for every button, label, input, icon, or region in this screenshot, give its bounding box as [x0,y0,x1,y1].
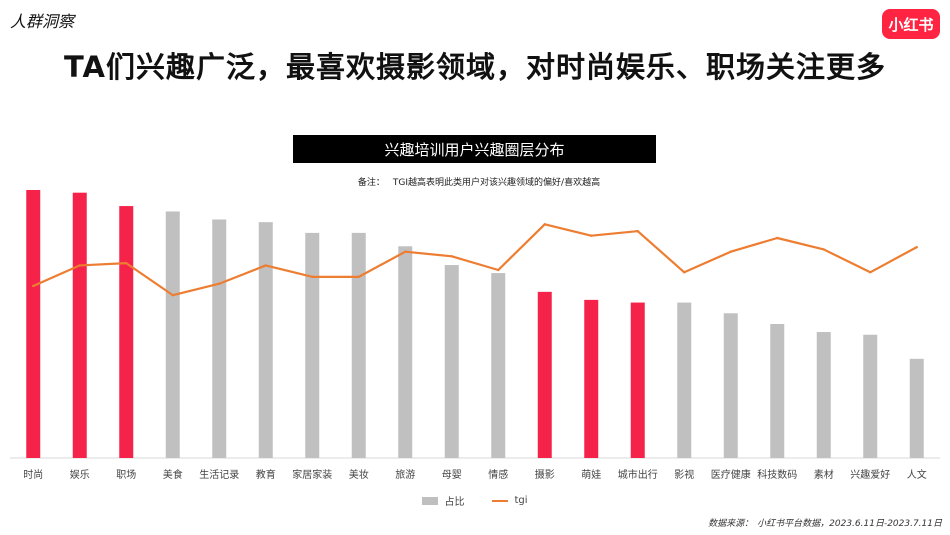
x-tick-label: 职场 [116,468,136,481]
brand-logo: 小红书 [882,9,940,39]
bar-1 [72,192,87,458]
x-tick-label: 人文 [907,468,927,481]
bar-17 [816,332,831,458]
bar-11 [537,291,552,458]
bar-3 [165,211,180,458]
section-tag: 人群洞察 [10,12,75,31]
chart-note-label: 备注： [357,178,385,188]
tgi-point-8 [404,250,407,253]
x-tick-label: 母婴 [442,469,462,481]
x-tick-label: 旅游 [395,468,415,481]
bar-2 [119,206,134,458]
tgi-point-11 [543,223,546,226]
tgi-point-14 [683,271,686,274]
legend-line-swatch [492,499,509,502]
x-tick-label: 情感 [488,468,508,481]
tgi-point-9 [450,255,453,258]
legend-item-tgi[interactable]: tgi [492,493,528,508]
tgi-point-4 [218,282,221,285]
x-tick-label: 时尚 [23,468,43,481]
tgi-point-6 [311,275,314,279]
x-tick-label: 医疗健康 [711,468,751,481]
chart-note: 备注： TGI越高表明此类用户对该兴趣领域的偏好/喜欢越高 [0,175,950,188]
page-headline: TA们兴趣广泛，最喜欢摄影领域，对时尚娱乐、职场关注更多 [64,50,886,84]
tgi-point-12 [590,234,593,237]
legend-item-share[interactable]: 占比 [422,493,464,508]
x-tick-label: 美妆 [349,468,369,481]
tgi-point-3 [171,293,174,297]
bar-6 [305,232,320,458]
tgi-point-15 [729,250,732,253]
x-tick-label: 生活记录 [199,468,239,481]
x-tick-label: 城市出行 [618,468,658,481]
bar-14 [677,302,692,458]
chart-legend: 占比 tgi [0,493,950,508]
x-tick-label: 科技数码 [757,468,797,481]
bar-15 [723,313,738,458]
tgi-line [32,223,918,297]
x-tick-label: 影视 [674,468,694,481]
chart-note-text: TGI越高表明此类用户对该兴趣领域的偏好/喜欢越高 [392,178,601,188]
tgi-point-19 [915,245,918,249]
source-label: 数据来源： [708,519,754,529]
bar-16 [770,324,785,458]
tgi-point-2 [125,261,128,265]
x-tick-label: 教育 [256,468,276,481]
bar-19 [909,358,924,458]
tgi-point-17 [822,248,825,251]
tgi-point-5 [264,264,267,267]
chart-title: 兴趣培训用户兴趣圈层分布 [293,135,656,163]
x-tick-label: 素材 [814,468,834,481]
x-tick-label: 萌娃 [581,468,601,481]
tgi-point-16 [776,236,779,240]
source-text: 小红书平台数据，2023.6.11日-2023.7.11日 [757,519,942,529]
tgi-point-13 [636,229,639,233]
tgi-point-7 [357,275,360,279]
bar-8 [398,246,413,458]
x-tick-label: 娱乐 [70,468,90,481]
bar-0 [26,190,41,458]
data-source: 数据来源： 小红书平台数据，2023.6.11日-2023.7.11日 [708,516,942,529]
bar-4 [212,219,227,458]
legend-bar-swatch [422,496,439,505]
bar-9 [444,265,459,458]
x-tick-label: 美食 [163,468,183,481]
bar-10 [491,273,506,458]
tgi-point-10 [497,268,500,272]
tgi-point-18 [869,271,872,274]
bar-5 [258,222,273,458]
bar-13 [630,302,645,458]
tgi-point-0 [32,284,35,288]
legend-label-tgi: tgi [514,495,528,506]
x-tick-label: 家居家装 [292,468,332,481]
x-tick-label: 兴趣爱好 [850,468,890,481]
bar-18 [863,334,878,458]
bar-12 [584,299,599,458]
x-tick-label: 摄影 [535,468,555,481]
bar-7 [351,232,366,458]
legend-label-share: 占比 [444,497,465,508]
tgi-point-1 [78,264,81,267]
